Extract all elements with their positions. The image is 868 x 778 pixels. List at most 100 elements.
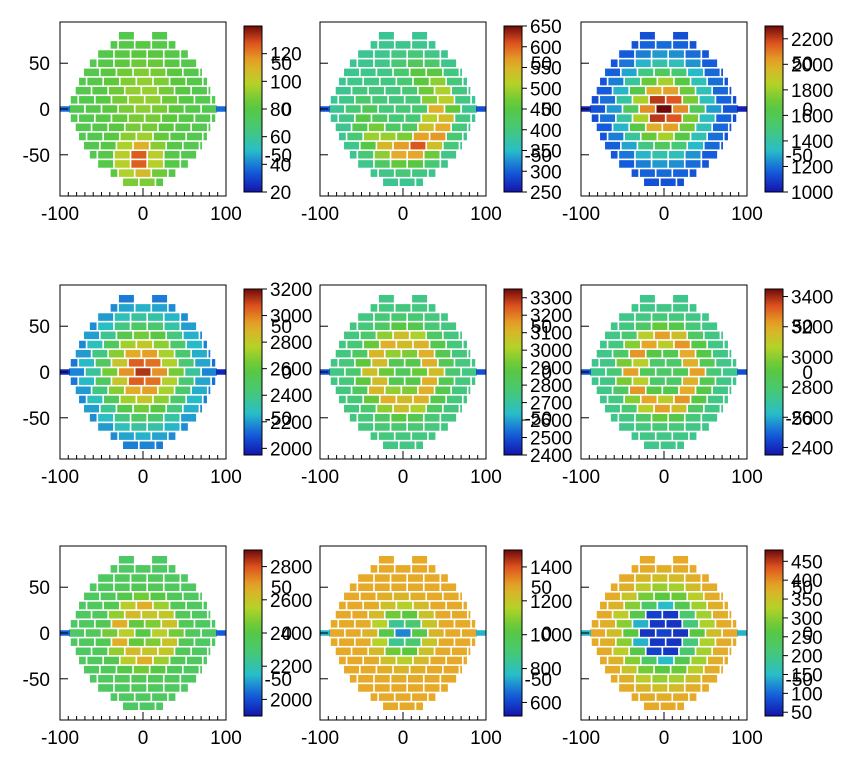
heatmap-cell — [610, 582, 619, 592]
heatmap-cell — [732, 358, 737, 368]
heatmap-cell — [701, 312, 710, 322]
heatmap-cell — [349, 674, 358, 684]
heatmap-cell — [134, 628, 152, 638]
heatmap-cell — [183, 591, 200, 601]
heatmap-cell — [133, 665, 150, 675]
heatmap-cell — [191, 122, 208, 132]
heatmap-cell — [668, 312, 685, 322]
heatmap-cell — [662, 349, 679, 359]
heatmap-cell — [599, 376, 616, 386]
heatmap-cell — [679, 86, 696, 96]
heatmap-cell — [411, 303, 428, 313]
heatmap-cell — [161, 358, 178, 368]
heatmap-cell — [655, 431, 673, 441]
colorbar-label: 2400 — [270, 386, 312, 407]
heatmap-cell — [151, 564, 168, 574]
heatmap-cell — [689, 692, 698, 702]
heatmap-cell — [599, 358, 616, 368]
heatmap-cell — [166, 665, 183, 675]
heatmap-cell — [618, 58, 635, 68]
heatmap-cell — [83, 591, 100, 601]
heatmap-cell — [712, 122, 729, 132]
heatmap-cell — [168, 367, 185, 377]
heatmap-cell — [423, 49, 441, 59]
heatmap-cell — [610, 674, 619, 684]
heatmap-cell — [622, 104, 639, 114]
heatmap-cell — [699, 95, 716, 105]
heatmap-cell — [428, 628, 445, 638]
heatmap-cell — [599, 77, 608, 86]
heatmap-cell — [621, 665, 638, 675]
heatmap-cell — [194, 113, 211, 123]
heatmap-cell — [118, 564, 135, 574]
heatmap-cell — [404, 619, 422, 629]
heatmap-cell — [444, 628, 461, 638]
heatmap-cell — [396, 656, 413, 665]
heatmap-cell — [662, 385, 679, 395]
heatmap-cell — [604, 404, 621, 414]
heatmap-cell — [413, 395, 430, 404]
heatmap-cell — [654, 67, 671, 77]
heatmap-cell — [459, 404, 463, 414]
heatmap-cell — [720, 591, 724, 601]
heatmap-cell — [651, 413, 668, 423]
heatmap-cell — [335, 122, 352, 132]
heatmap-cell — [378, 168, 395, 178]
heatmap-cell — [363, 395, 380, 404]
heatmap-cell — [438, 358, 455, 368]
colorbar-label: 250 — [791, 628, 823, 649]
heatmap-cell — [476, 369, 486, 375]
heatmap-cell — [668, 49, 685, 59]
heatmap-cell — [89, 150, 98, 160]
heatmap-cell — [707, 340, 724, 349]
heatmap-cell — [351, 610, 368, 620]
colorbar-label: 1200 — [791, 157, 833, 178]
heatmap-cell — [618, 422, 635, 432]
heatmap-cell — [378, 564, 395, 574]
heatmap-cell — [369, 168, 378, 178]
heatmap-cell — [155, 440, 164, 450]
colorbar-label: 3000 — [270, 307, 312, 328]
heatmap-cell — [346, 656, 363, 665]
heatmap-cell — [668, 58, 685, 68]
heatmap-cell — [346, 77, 363, 86]
colorbar-label: 2600 — [270, 591, 312, 612]
colorbar-label: 20 — [270, 183, 291, 204]
heatmap-cell — [429, 656, 446, 665]
heatmap-cell — [183, 665, 200, 675]
heatmap-cell — [343, 330, 360, 340]
heatmap-cell — [161, 619, 178, 629]
heatmap-cell — [720, 404, 724, 414]
heatmap-cell — [701, 159, 710, 169]
heatmap-cell — [411, 431, 428, 441]
colorbar-label: 350 — [530, 142, 562, 163]
heatmap-cell — [429, 395, 446, 404]
heatmap-cell — [169, 340, 186, 349]
heatmap-cell — [199, 404, 203, 414]
heatmap-cell — [665, 113, 683, 123]
heatmap-cell — [108, 385, 125, 395]
heatmap-cell — [428, 692, 436, 702]
heatmap-cell — [670, 591, 688, 601]
heatmap-cell — [128, 358, 145, 368]
colorbar-label: 50 — [791, 703, 812, 724]
heatmap-cell — [147, 49, 164, 59]
heatmap-cell — [335, 610, 352, 620]
heatmap-cell — [86, 395, 103, 404]
colorbar-label: 2200 — [791, 30, 833, 51]
heatmap-cell — [78, 601, 87, 610]
heatmap-cell — [191, 610, 208, 620]
heatmap-cell — [674, 656, 691, 665]
heatmap-cell — [689, 104, 706, 114]
heatmap-cell — [704, 141, 721, 151]
heatmap-cell — [705, 104, 722, 114]
x-tick-label: 0 — [659, 467, 670, 488]
heatmap-cell — [110, 564, 118, 574]
heatmap-cell — [178, 637, 195, 647]
heatmap-cell — [440, 674, 457, 684]
heatmap-cell — [639, 31, 656, 41]
heatmap-cell — [413, 132, 430, 141]
heatmap-cell — [426, 591, 443, 601]
y-tick-label: 0 — [39, 624, 50, 645]
overlay-axis-label: 50 — [271, 578, 292, 599]
